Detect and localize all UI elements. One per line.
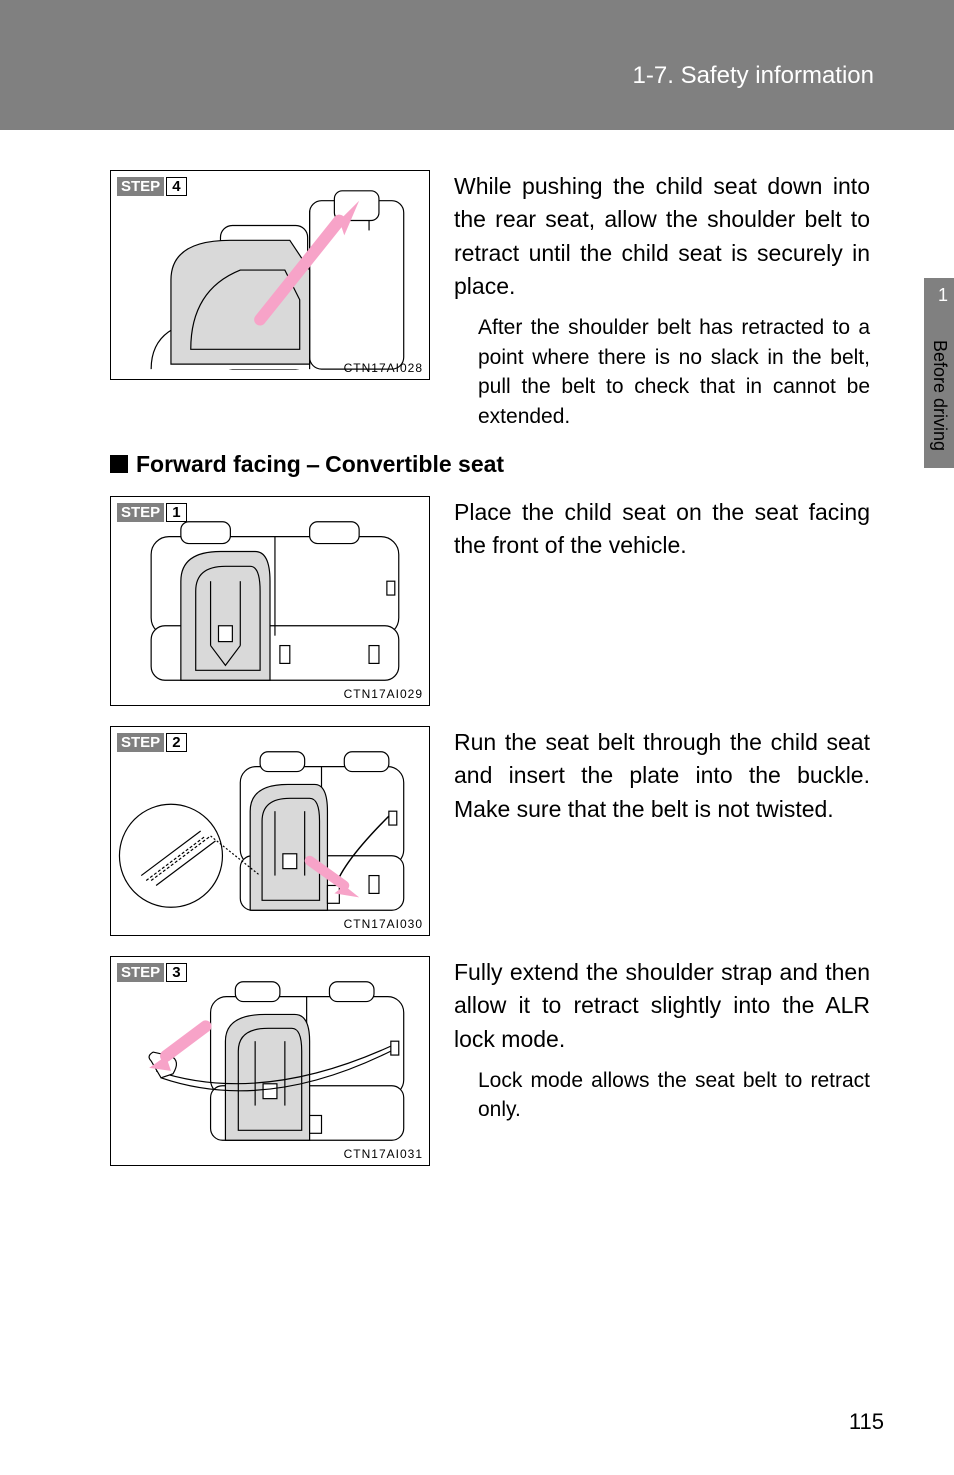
step3-badge: STEP 3 [117, 963, 187, 982]
step2-illustration [111, 727, 429, 935]
step-number: 2 [166, 733, 186, 752]
step3-main-text: Fully extend the shoulder strap and then… [454, 956, 870, 1056]
step2-badge: STEP 2 [117, 733, 187, 752]
step2-text: Run the seat belt through the child seat… [454, 726, 870, 836]
step-number: 3 [166, 963, 186, 982]
step4-sub-text: After the shoulder belt has retracted to… [454, 313, 870, 431]
side-tab-number: 1 [938, 285, 948, 306]
section-heading: Forward facing ⎯ Convertible seat [110, 451, 870, 478]
step-label: STEP [117, 963, 164, 982]
section-title-text: Forward facing ⎯ Convertible seat [136, 451, 504, 478]
step2-figure: STEP 2 [110, 726, 430, 936]
content-area: STEP 4 [110, 170, 870, 1186]
step4-row: STEP 4 [110, 170, 870, 431]
step1-main-text: Place the child seat on the seat facing … [454, 496, 870, 563]
figure-code: CTN17AI030 [344, 917, 423, 931]
step-number: 4 [166, 177, 186, 196]
step4-text: While pushing the child seat down into t… [454, 170, 870, 431]
step3-row: STEP 3 [110, 956, 870, 1166]
step-number: 1 [166, 503, 186, 522]
step1-text: Place the child seat on the seat facing … [454, 496, 870, 573]
step-label: STEP [117, 733, 164, 752]
page-number: 115 [849, 1409, 884, 1435]
step1-badge: STEP 1 [117, 503, 187, 522]
step1-figure: STEP 1 [110, 496, 430, 706]
header-section-label: 1-7. Safety information [633, 62, 874, 90]
step2-main-text: Run the seat belt through the child seat… [454, 726, 870, 826]
step-label: STEP [117, 503, 164, 522]
step1-illustration [111, 497, 429, 705]
side-tab-label: Before driving [929, 340, 950, 451]
step3-illustration [111, 957, 429, 1165]
step1-row: STEP 1 [110, 496, 870, 706]
step3-figure: STEP 3 [110, 956, 430, 1166]
step4-badge: STEP 4 [117, 177, 187, 196]
square-bullet-icon [110, 455, 128, 473]
step4-figure: STEP 4 [110, 170, 430, 380]
step2-row: STEP 2 [110, 726, 870, 936]
step4-main-text: While pushing the child seat down into t… [454, 170, 870, 303]
figure-code: CTN17AI031 [344, 1147, 423, 1161]
figure-code: CTN17AI029 [344, 687, 423, 701]
step3-text: Fully extend the shoulder strap and then… [454, 956, 870, 1125]
step3-sub-text: Lock mode allows the seat belt to retrac… [454, 1066, 870, 1125]
step-label: STEP [117, 177, 164, 196]
step4-illustration [111, 171, 429, 379]
figure-code: CTN17AI028 [344, 361, 423, 375]
